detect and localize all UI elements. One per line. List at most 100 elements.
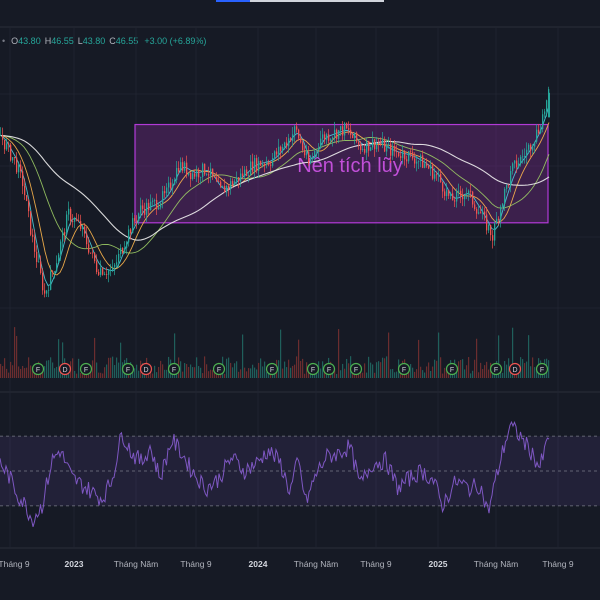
volume-bar <box>474 359 476 378</box>
volume-bar <box>78 358 80 378</box>
candle-body <box>94 252 96 262</box>
candle-body <box>142 205 144 209</box>
volume-bar <box>110 357 112 378</box>
volume-bar <box>190 364 192 378</box>
volume-bar <box>444 367 446 378</box>
candle-body <box>114 264 116 268</box>
candle-body <box>74 218 76 222</box>
candle-body <box>440 173 442 183</box>
candle-body <box>438 173 440 175</box>
high-value: 46.55 <box>51 36 74 46</box>
candle-body <box>338 130 340 139</box>
candle-body <box>302 142 304 151</box>
candle-body <box>500 206 502 220</box>
volume-bar <box>390 369 392 378</box>
candle-body <box>464 195 466 200</box>
volume-bar <box>174 333 176 378</box>
candle-body <box>510 170 512 186</box>
candle-body <box>334 129 336 138</box>
candle-body <box>196 170 198 177</box>
volume-bar <box>44 366 46 378</box>
volume-bar <box>152 373 154 378</box>
candle-body <box>86 233 88 245</box>
volume-bar <box>242 334 244 378</box>
volume-bar <box>530 366 532 378</box>
volume-bar <box>418 339 420 378</box>
volume-bar <box>192 367 194 378</box>
candle-body <box>476 209 478 214</box>
volume-bar <box>414 371 416 378</box>
candle-body <box>2 135 4 140</box>
candle-body <box>522 156 524 158</box>
volume-bar <box>234 363 236 378</box>
volume-bar <box>362 372 364 378</box>
candle-body <box>170 182 172 189</box>
volume-bar <box>56 366 58 378</box>
candle-body <box>38 261 40 263</box>
volume-bar <box>372 364 374 378</box>
candle-body <box>444 191 446 197</box>
inactive-tab-indicator[interactable] <box>250 0 384 2</box>
candle-body <box>30 211 32 235</box>
event-marker-letter: F <box>217 367 221 374</box>
candle-body <box>218 181 220 183</box>
earnings-event-icon <box>445 362 459 376</box>
candle-body <box>520 156 522 164</box>
volume-bar <box>282 368 284 378</box>
candle-body <box>530 144 532 151</box>
volume-bar <box>194 367 196 378</box>
time-axis-label: Tháng 9 <box>542 559 573 569</box>
candle-body <box>478 212 480 214</box>
candle-body <box>296 126 298 130</box>
candle-body <box>224 186 226 193</box>
candle-body <box>324 134 326 140</box>
volume-bar <box>432 366 434 378</box>
volume-bar <box>108 357 110 378</box>
candle-body <box>184 162 186 171</box>
volume-bar <box>472 370 474 378</box>
candle-body <box>536 129 538 142</box>
candle-body <box>198 170 200 178</box>
volume-bar <box>212 370 214 378</box>
candle-body <box>110 270 112 271</box>
event-marker-letter: D <box>62 367 67 374</box>
candle-body <box>256 158 258 171</box>
candle-body <box>358 141 360 145</box>
volume-bar <box>72 358 74 378</box>
candle-body <box>48 289 50 291</box>
candle-body <box>384 139 386 152</box>
candle-body <box>452 193 454 201</box>
time-axis: Tháng 9 2023 Tháng Năm Tháng 9 2024 Tháng Năm… <box>0 559 574 569</box>
volume-bar <box>394 372 396 378</box>
volume-bar <box>196 357 198 378</box>
volume-bar <box>506 364 508 378</box>
candle-body <box>486 214 488 231</box>
candle-body <box>514 160 516 164</box>
volume-bar <box>374 372 376 378</box>
earnings-event-icon <box>31 362 45 376</box>
candle-body <box>342 126 344 136</box>
volume-bar <box>498 335 500 378</box>
candle-body <box>528 144 530 150</box>
volume-bar <box>256 369 258 378</box>
candle-body <box>78 220 80 222</box>
volume-bar <box>468 357 470 378</box>
candle-body <box>14 157 16 158</box>
candle-body <box>60 241 62 255</box>
earnings-event-icon <box>489 362 503 376</box>
earnings-event-icon <box>265 362 279 376</box>
candle-body <box>312 156 314 159</box>
candle-body <box>82 226 84 229</box>
candle-body <box>502 203 504 207</box>
candle-body <box>414 158 416 164</box>
candle-body <box>362 148 364 151</box>
volume-bar <box>224 373 226 378</box>
close-value: 46.55 <box>115 36 139 46</box>
volume-bar <box>98 372 100 378</box>
active-tab-indicator[interactable] <box>216 0 250 2</box>
candle-body <box>22 171 24 187</box>
volume-bar <box>16 336 18 378</box>
volume-bar <box>486 361 488 378</box>
candle-body <box>490 224 492 236</box>
